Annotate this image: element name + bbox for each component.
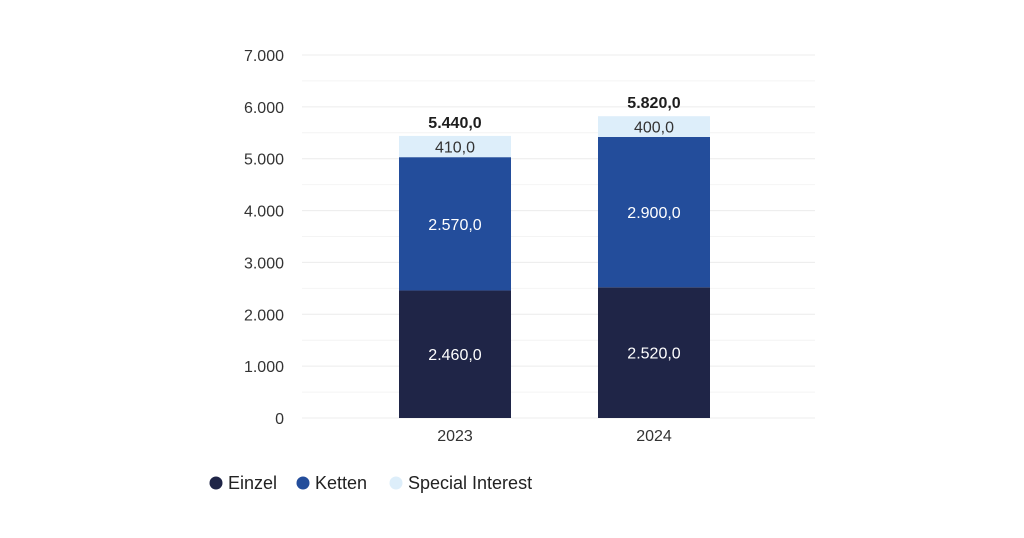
bars: 2.460,0 2.570,0 410,0 5.440,0 2.520,0 2.900,0… — [399, 95, 710, 418]
y-tick-label: 1.000 — [244, 359, 284, 376]
bar-segment-ketten-2024 — [598, 136, 710, 288]
legend-marker-einzel — [209, 476, 223, 490]
y-tick-label: 5.000 — [244, 152, 284, 169]
y-tick-label: 3.000 — [244, 255, 284, 272]
y-axis-ticks: 0 1.000 2.000 3.000 4.000 5.000 6.000 7.000 — [244, 48, 284, 428]
bar-value-label: 400,0 — [634, 120, 674, 137]
bar-value-label: 2.460,0 — [428, 347, 481, 364]
y-tick-label: 7.000 — [244, 48, 284, 65]
legend-label: Special Interest — [408, 473, 532, 493]
gridlines — [302, 54, 815, 419]
y-tick-label: 4.000 — [244, 204, 284, 221]
x-axis-ticks: 2023 2024 — [437, 428, 672, 445]
x-tick-label: 2024 — [636, 428, 672, 445]
y-tick-label: 0 — [275, 411, 284, 428]
y-tick-label: 2.000 — [244, 307, 284, 324]
legend: Einzel Ketten Special Interest — [209, 473, 532, 493]
legend-label: Ketten — [315, 473, 367, 493]
bar-segment-special-interest-2024 — [598, 116, 710, 137]
bar-segment-einzel-2023 — [399, 290, 511, 418]
bar-segment-einzel-2024 — [598, 287, 710, 418]
bar-value-label: 2.900,0 — [627, 205, 680, 222]
x-tick-label: 2023 — [437, 428, 473, 445]
y-tick-label: 6.000 — [244, 100, 284, 117]
bar-value-label: 2.570,0 — [428, 217, 481, 234]
bar-value-label: 410,0 — [435, 140, 475, 157]
bar-total-label: 5.440,0 — [428, 115, 481, 132]
bar-value-label: 2.520,0 — [627, 346, 680, 363]
legend-label: Einzel — [228, 473, 277, 493]
bar-segment-ketten-2023 — [399, 157, 511, 291]
legend-marker-special-interest — [389, 476, 403, 490]
bar-total-label: 5.820,0 — [627, 95, 680, 112]
legend-marker-ketten — [296, 476, 310, 490]
bar-segment-special-interest-2023 — [399, 135, 511, 158]
